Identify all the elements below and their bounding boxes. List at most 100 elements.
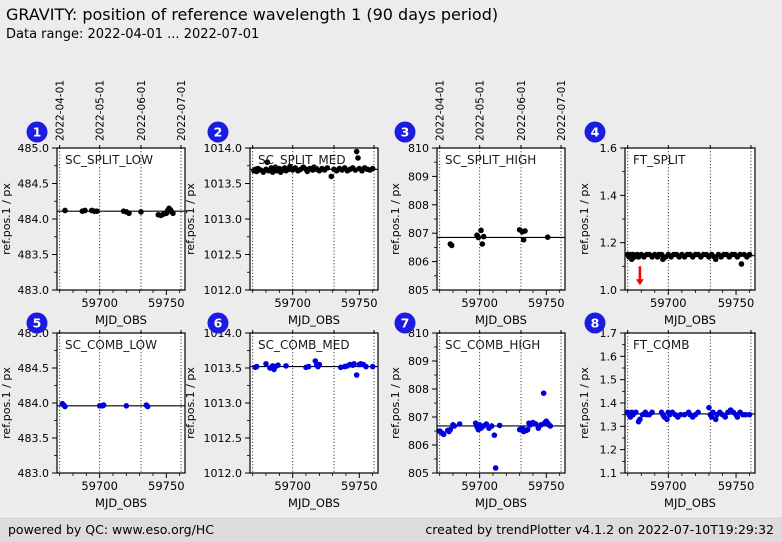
panel-number-badge[interactable] <box>207 121 229 143</box>
plot-area[interactable] <box>57 148 185 290</box>
y-tick-label: 1013.5 <box>204 362 243 375</box>
plot-area[interactable] <box>437 148 565 290</box>
y-tick-label: 1.7 <box>600 327 618 340</box>
data-point <box>695 409 701 416</box>
data-point <box>144 403 151 410</box>
page-subtitle: Data range: 2022-04-01 ... 2022-07-01 <box>6 27 260 43</box>
top-date-label: 2022-06-01 <box>136 80 148 141</box>
panel-title: SC_COMB_HIGH <box>445 338 540 352</box>
data-point <box>253 363 260 370</box>
y-tick-label: 1.2 <box>600 237 618 250</box>
panel-sc_split_low: 2022-04-01 2022-05-01 2022-06-01 2022-07-01… <box>0 80 188 327</box>
x-tick-label: 59750 <box>718 296 755 310</box>
data-point <box>746 411 753 418</box>
data-point <box>475 234 482 241</box>
data-point <box>480 233 487 240</box>
panel-number-badge[interactable] <box>26 312 48 334</box>
y-axis-label: ref.pos.1 / px <box>184 183 197 255</box>
y-tick-label: 1.2 <box>600 444 618 457</box>
data-point <box>316 361 323 368</box>
plots-grid: 2022-04-01 2022-05-01 2022-06-01 2022-07-01… <box>0 80 756 510</box>
x-axis-label: MJD_OBS <box>475 496 527 510</box>
x-axis-label: MJD_OBS <box>664 313 716 327</box>
y-axis-label: ref.pos.1 / px <box>389 183 402 255</box>
panel-number-badge[interactable] <box>26 121 48 143</box>
y-tick-label: 1.0 <box>600 284 618 297</box>
panel-number-badge[interactable] <box>584 121 606 143</box>
x-tick-label: 59700 <box>81 296 118 310</box>
panel-number-badge[interactable] <box>207 312 229 334</box>
data-point <box>712 256 719 263</box>
y-axis-label: ref.pos.1 / px <box>0 183 13 255</box>
data-point <box>492 465 499 471</box>
plot-area[interactable] <box>625 333 755 473</box>
y-tick-label: 484.5 <box>18 178 50 191</box>
y-axis-label: ref.pos.1 / px <box>578 367 591 439</box>
data-point <box>123 403 130 409</box>
data-point <box>440 431 447 438</box>
panel-title: FT_COMB <box>633 338 689 352</box>
x-axis-label: MJD_OBS <box>475 313 527 327</box>
panel-sc_split_high: 2022-04-01 2022-05-01 2022-06-01 2022-07-01… <box>389 80 568 327</box>
data-point <box>737 251 743 258</box>
plot-area[interactable] <box>250 333 378 473</box>
data-point <box>456 421 463 427</box>
data-point <box>483 421 490 427</box>
panel-number-label: 8 <box>591 316 600 331</box>
y-tick-label: 809 <box>408 355 429 368</box>
panel-number-badge[interactable] <box>584 312 606 334</box>
plot-area[interactable] <box>625 148 755 290</box>
panel-number-badge[interactable] <box>394 121 416 143</box>
y-tick-label: 1.4 <box>600 189 618 202</box>
footer-created-by: created by trendPlotter v4.1.2 on 2022-0… <box>425 522 774 537</box>
y-tick-label: 807 <box>408 411 429 424</box>
top-date-label: 2022-05-01 <box>475 80 487 141</box>
x-tick-label: 59700 <box>274 296 311 310</box>
x-tick-label: 59700 <box>650 296 687 310</box>
plot-area[interactable] <box>57 333 185 473</box>
y-tick-label: 810 <box>408 142 429 155</box>
x-axis-label: MJD_OBS <box>95 313 147 327</box>
y-axis-label: ref.pos.1 / px <box>0 367 13 439</box>
data-point <box>447 426 454 433</box>
y-tick-label: 484.0 <box>18 397 50 410</box>
data-point <box>722 414 729 420</box>
data-point <box>712 416 719 423</box>
data-point <box>633 409 639 416</box>
panel-number-label: 1 <box>33 125 42 140</box>
y-tick-label: 1012.0 <box>204 467 243 480</box>
data-point <box>324 165 331 171</box>
data-point <box>328 173 335 180</box>
panel-title: FT_SPLIT <box>633 153 686 167</box>
data-point <box>544 234 551 240</box>
panel-number-badge[interactable] <box>394 312 416 334</box>
plot-area[interactable] <box>437 333 565 473</box>
data-point <box>532 421 539 427</box>
panel-title: SC_COMB_MED <box>258 338 350 352</box>
x-axis-label: MJD_OBS <box>288 496 340 510</box>
top-date-label: 2022-07-01 <box>176 80 188 141</box>
data-point <box>710 409 716 416</box>
top-date-label: 2022-04-01 <box>55 80 67 141</box>
y-tick-label: 1013.5 <box>204 178 243 191</box>
y-tick-label: 483.5 <box>18 432 50 445</box>
data-point <box>263 361 269 367</box>
y-tick-label: 807 <box>408 227 429 240</box>
data-point <box>540 390 547 397</box>
data-point <box>742 411 749 418</box>
panel-title: SC_SPLIT_HIGH <box>445 153 536 167</box>
data-point <box>264 159 271 165</box>
y-tick-label: 808 <box>408 383 429 396</box>
y-tick-label: 1.5 <box>600 374 618 387</box>
footer-powered-by: powered by QC: www.eso.org/HC <box>8 522 214 537</box>
panel-number-label: 4 <box>591 125 600 140</box>
x-tick-label: 59700 <box>461 296 498 310</box>
y-tick-label: 1.3 <box>600 420 618 433</box>
data-point <box>355 155 361 161</box>
panel-number-label: 2 <box>214 125 223 140</box>
data-point <box>353 148 360 155</box>
y-tick-label: 806 <box>408 439 429 452</box>
